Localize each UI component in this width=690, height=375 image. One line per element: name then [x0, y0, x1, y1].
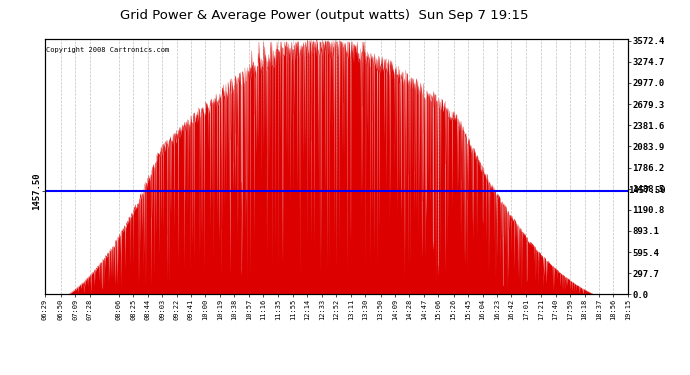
Text: Copyright 2008 Cartronics.com: Copyright 2008 Cartronics.com [46, 47, 170, 53]
Text: Grid Power & Average Power (output watts)  Sun Sep 7 19:15: Grid Power & Average Power (output watts… [120, 9, 529, 22]
Text: 1457.50: 1457.50 [628, 186, 666, 195]
